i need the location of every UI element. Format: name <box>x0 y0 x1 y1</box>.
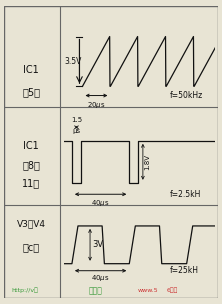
Text: http://v圈: http://v圈 <box>11 288 38 293</box>
Text: 3V: 3V <box>92 240 103 249</box>
Text: 40$\mu$s: 40$\mu$s <box>91 273 110 283</box>
Text: f=2.5kH: f=2.5kH <box>170 190 201 199</box>
Text: V3、V4: V3、V4 <box>17 219 46 229</box>
Text: www.5: www.5 <box>138 288 158 293</box>
Text: 3.5V: 3.5V <box>64 57 82 66</box>
Text: 1.8V: 1.8V <box>144 154 150 170</box>
Text: IC1: IC1 <box>23 65 39 75</box>
Text: μs: μs <box>72 128 81 134</box>
Text: 20$\mu$s: 20$\mu$s <box>87 100 106 110</box>
Text: 1.5: 1.5 <box>71 117 82 123</box>
Text: 第8、: 第8、 <box>22 160 40 170</box>
Text: 6电工: 6电工 <box>166 288 178 293</box>
Text: 11脚: 11脚 <box>22 178 40 188</box>
Text: f=25kH: f=25kH <box>170 266 199 275</box>
Text: 第5脚: 第5脚 <box>22 88 40 98</box>
Text: f=50kHz: f=50kHz <box>170 91 203 100</box>
Text: 40$\mu$s: 40$\mu$s <box>91 199 110 209</box>
Text: 的c极: 的c极 <box>22 242 40 252</box>
Text: IC1: IC1 <box>23 141 39 151</box>
Text: 接线图: 接线图 <box>89 286 103 295</box>
